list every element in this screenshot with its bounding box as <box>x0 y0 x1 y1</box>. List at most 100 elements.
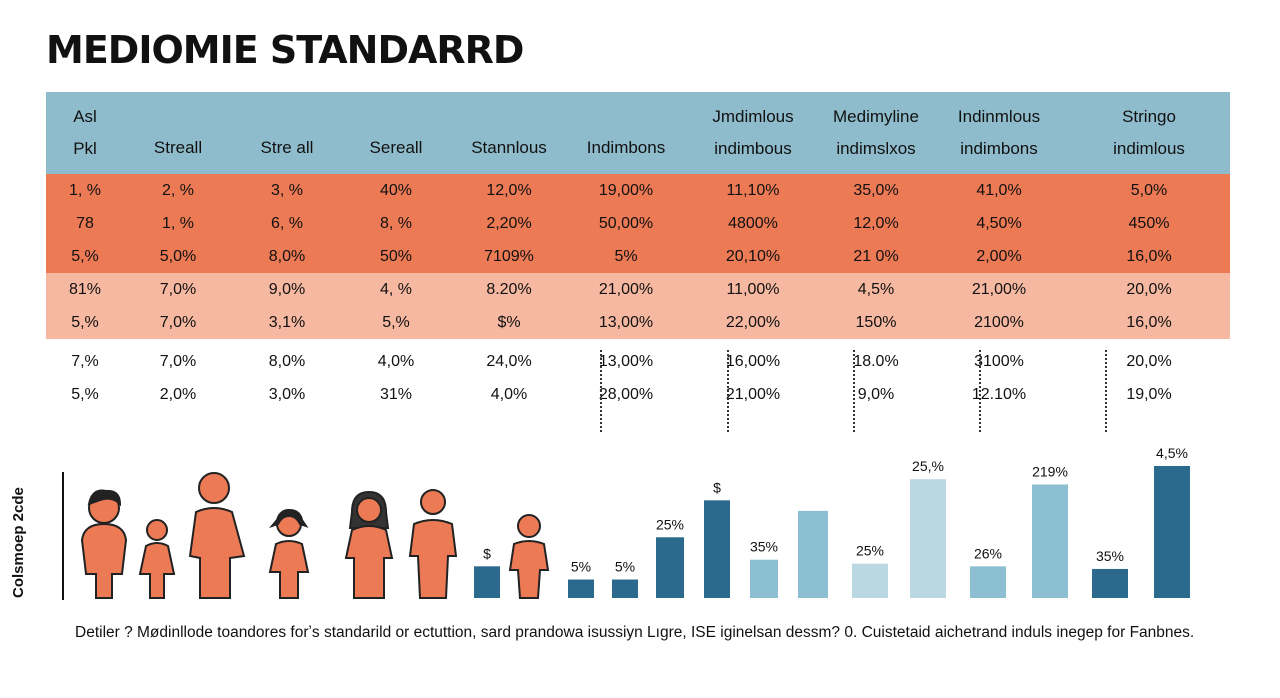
table-row: 5,% 7,0% 3,1% 5,% $% 13,00% 22,00% 150% 2100% 16,… <box>46 306 1230 339</box>
bar-label: 219% <box>1032 463 1068 479</box>
table-cell: 24,0% <box>486 352 532 370</box>
boy-figure-icon <box>80 489 128 599</box>
bar <box>970 566 1006 598</box>
table-cell: 40% <box>379 181 413 199</box>
table-row: 5,% 5,0% 8,0% 50% 7109% 5% 20,10% 21 0% 2,00% 16,… <box>46 240 1230 273</box>
table-cell: 1, % <box>161 214 194 232</box>
family-figures <box>80 472 550 599</box>
table-header-cell: Stannlous <box>450 92 568 174</box>
bar <box>798 510 828 598</box>
table-cell: 4,50% <box>976 214 1022 232</box>
table-header-cell: Indinmlous indimbons <box>930 92 1068 174</box>
table-cell: 1, % <box>68 181 101 199</box>
girl-long-hair-figure-icon <box>344 490 394 599</box>
table-cell: 19,0% <box>1126 385 1172 403</box>
header-line <box>124 108 232 126</box>
table-cell: 3, % <box>270 181 303 199</box>
table-cell: 4,0% <box>490 385 528 403</box>
bar-label: 5% <box>615 559 635 575</box>
table-cell: 5,% <box>71 313 99 331</box>
table-header-cell: Indimbons <box>568 92 684 174</box>
bar-label: $ <box>483 545 491 561</box>
header-line: Stringo <box>1122 107 1176 126</box>
bar <box>568 579 594 598</box>
bar <box>656 537 684 598</box>
table-cell: 28,00% <box>598 385 654 403</box>
chart-caption: Detiler ? Mødinllode toandores forʼs sta… <box>75 624 1195 641</box>
table-cell: 8.20% <box>486 280 532 298</box>
header-line: Stannlous <box>471 138 547 157</box>
table-cell: 5% <box>614 247 638 265</box>
table-cell: 22,00% <box>725 313 781 331</box>
table-cell: 8,0% <box>268 352 306 370</box>
table-cell: 6, % <box>270 214 303 232</box>
table-row: 1, % 2, % 3, % 40% 12,0% 19,00% 11,10% 35,0% 41,… <box>46 174 1230 207</box>
table-cell: 3100% <box>974 352 1024 370</box>
table-cell: 7,% <box>71 352 99 370</box>
dotted-divider <box>979 350 981 432</box>
table-cell: 19,00% <box>598 181 654 199</box>
table-cell: 50,00% <box>598 214 654 232</box>
table-header-cell: Stringo indimlous <box>1068 92 1230 174</box>
table-row: 78 1, % 6, % 8, % 2,20% 50,00% 4800% 12,0% 4,50%… <box>46 207 1230 240</box>
table-cell: 2100% <box>974 313 1024 331</box>
table-cell: 5,% <box>71 385 99 403</box>
dotted-divider <box>727 350 729 432</box>
woman-figure-icon <box>188 472 246 599</box>
bar-label: 25% <box>656 516 684 532</box>
man-figure-icon <box>408 489 458 599</box>
header-line: Asl <box>73 107 97 126</box>
table-cell: 150% <box>855 313 897 331</box>
header-line: Indinmlous <box>957 107 1041 126</box>
table-cell: 4,0% <box>377 352 415 370</box>
table-cell: 16,0% <box>1126 313 1172 331</box>
table-cell: 16,00% <box>725 352 781 370</box>
table-cell: 21,00% <box>725 385 781 403</box>
table-cell: 31% <box>379 385 413 403</box>
table-header-cell: Asl Pkl <box>46 92 124 174</box>
table-cell: 20,0% <box>1126 280 1172 298</box>
bar <box>910 479 946 598</box>
dotted-divider <box>853 350 855 432</box>
table-cell: 5,% <box>382 313 410 331</box>
table-cell: 7109% <box>484 247 534 265</box>
table-cell: 13,00% <box>598 313 654 331</box>
bar-chart: $5% 5% 25% $35% 25% 25,% 26% 219% 35% 4,5% <box>474 445 1190 598</box>
page-title: MEDIOMIE STANDARRD <box>46 28 524 72</box>
table-cell: 4, % <box>379 280 412 298</box>
dotted-divider <box>600 350 602 432</box>
bar <box>852 563 888 598</box>
header-line: Sereall <box>369 138 423 157</box>
table-cell: 21,00% <box>971 280 1027 298</box>
small-child-figure-icon <box>138 519 176 599</box>
bar <box>1092 568 1128 598</box>
bar-label: 25% <box>856 543 884 559</box>
bar-label: $ <box>713 479 721 495</box>
table-header-cell: Jmdimlous indimbous <box>684 92 822 174</box>
table-cell: 9,0% <box>268 280 306 298</box>
table-cell: $% <box>497 313 521 331</box>
table-cell: 21 0% <box>853 247 899 265</box>
table-cell: 2,20% <box>486 214 532 232</box>
header-line <box>232 108 342 126</box>
data-table: Asl Pkl Streall Stre all Sereall Stannlous Ind… <box>46 92 1230 411</box>
table-cell: 41,0% <box>976 181 1022 199</box>
table-cell: 5,0% <box>1130 181 1168 199</box>
girl-figure-icon <box>268 508 310 599</box>
y-axis-line <box>62 472 64 600</box>
table-row: 5,% 2,0% 3,0% 31% 4,0% 28,00% 21,00% 9,0% 12.10%… <box>46 378 1230 411</box>
bar <box>612 579 638 598</box>
header-line: indimbons <box>960 139 1038 158</box>
table-cell: 450% <box>1128 214 1170 232</box>
table-cell: 5,0% <box>159 247 197 265</box>
bar <box>750 559 778 598</box>
bar-label: 4,5% <box>1156 445 1188 461</box>
table-cell: 2,00% <box>976 247 1022 265</box>
table-cell: 8,0% <box>268 247 306 265</box>
table-cell: 16,0% <box>1126 247 1172 265</box>
header-line <box>568 108 684 126</box>
table-cell: 13,00% <box>598 352 654 370</box>
table-cell: 7,0% <box>159 313 197 331</box>
header-line: Jmdimlous <box>712 107 794 126</box>
table-cell: 7,0% <box>159 352 197 370</box>
